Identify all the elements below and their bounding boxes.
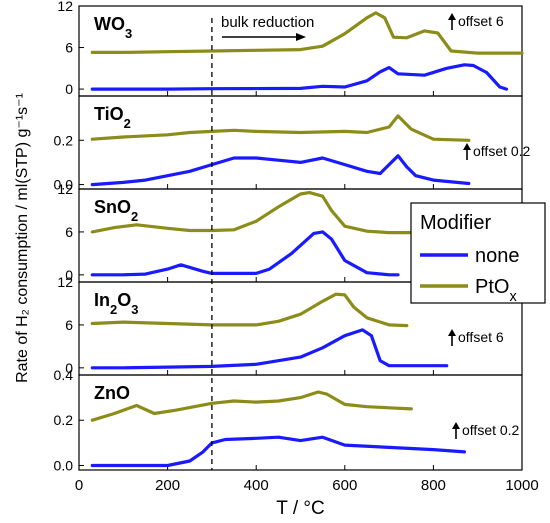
legend: Modifier none PtOx xyxy=(410,202,546,305)
y-tick-label: 0.2 xyxy=(54,412,74,428)
offset-arrowhead xyxy=(448,329,456,336)
x-tick-label: 0 xyxy=(75,477,83,494)
series-line-ptox xyxy=(90,11,524,55)
y-tick-label: 12 xyxy=(57,181,73,197)
series-line-ptox xyxy=(90,191,413,235)
series-line-none xyxy=(90,63,509,91)
panel-sno2: 0 6 12 SnO2 xyxy=(57,181,523,283)
panel-title: TiO2 xyxy=(94,104,131,131)
x-tick-label: 200 xyxy=(155,477,180,494)
y-tick-label: 0 xyxy=(65,81,73,97)
offset-arrowhead xyxy=(448,13,456,20)
series-line-ptox xyxy=(90,292,409,328)
bulk-reduction-label: bulk reduction xyxy=(221,14,314,31)
series-line-none xyxy=(90,328,449,370)
y-tick-label: 0.4 xyxy=(54,367,74,383)
y-tick-label: 6 xyxy=(65,40,73,56)
panel-frame xyxy=(78,374,523,471)
x-axis-label: T / °C xyxy=(276,498,324,518)
panel-tio2: 0.0 0.2 TiO2 offset 0.2 xyxy=(54,95,531,193)
offset-note: offset 6 xyxy=(458,13,504,29)
series-line-ptox xyxy=(90,114,471,142)
offset-arrowhead xyxy=(452,422,460,429)
y-tick-label: 0.0 xyxy=(54,457,74,473)
y-axis-label: Rate of H₂ consumption / ml(STP) g⁻¹s⁻¹ xyxy=(14,93,31,383)
legend-label-none: none xyxy=(475,245,520,267)
y-tick-label: 12 xyxy=(57,274,73,290)
panel-frame xyxy=(78,95,523,190)
offset-note: offset 0.2 xyxy=(473,143,531,159)
series-line-ptox xyxy=(90,390,413,422)
y-tick-label: 12 xyxy=(57,0,73,14)
bulk-reduction-arrowhead xyxy=(296,33,306,41)
legend-label-ptox: PtOx xyxy=(475,276,517,305)
y-tick-label: 0 xyxy=(65,267,73,283)
offset-arrowhead xyxy=(463,143,471,150)
y-tick-label: 0.2 xyxy=(54,132,74,148)
legend-title: Modifier xyxy=(420,212,491,234)
y-tick-label: 6 xyxy=(65,224,73,240)
panel-in2o3: 0 6 12 In2O3 offset 6 xyxy=(57,274,523,376)
offset-note: offset 0.2 xyxy=(462,422,520,438)
x-tick-label: 1000 xyxy=(505,477,538,494)
series-line-none xyxy=(90,435,466,468)
panel-title: In2O3 xyxy=(94,290,138,317)
y-tick-label: 0 xyxy=(65,360,73,376)
y-tick-label: 6 xyxy=(65,317,73,333)
panel-title: ZnO xyxy=(94,383,130,403)
series-line-none xyxy=(90,230,400,277)
offset-note: offset 6 xyxy=(458,329,504,345)
y-tick-label: 0.0 xyxy=(54,177,74,193)
panel-zno: 0.0 0.2 0.4 ZnO offset 0.2 xyxy=(54,367,523,473)
x-tick-label: 800 xyxy=(421,477,446,494)
x-tick-label: 400 xyxy=(244,477,269,494)
x-tick-label: 600 xyxy=(332,477,357,494)
panel-title: SnO2 xyxy=(94,197,138,224)
panel-title: WO3 xyxy=(94,14,132,41)
series-line-none xyxy=(90,154,471,187)
